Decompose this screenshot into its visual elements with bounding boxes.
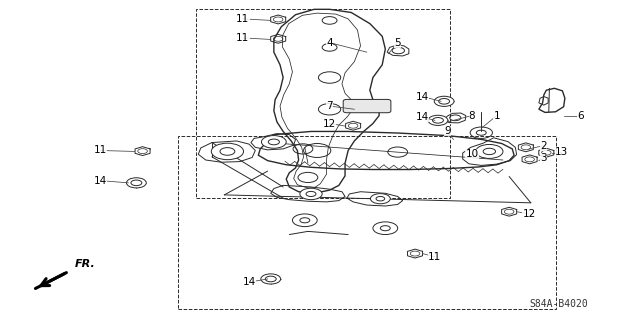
Text: 10: 10: [465, 149, 478, 159]
Text: 1: 1: [493, 111, 500, 121]
Circle shape: [126, 178, 146, 188]
Text: 13: 13: [555, 147, 569, 157]
Text: 14: 14: [416, 92, 429, 101]
Circle shape: [261, 136, 286, 148]
Text: 8: 8: [469, 111, 475, 121]
Text: 4: 4: [327, 38, 333, 48]
Text: 5: 5: [394, 38, 401, 48]
Circle shape: [211, 143, 243, 160]
Text: S84A-B4020: S84A-B4020: [529, 299, 588, 309]
Bar: [197, 9, 450, 198]
Circle shape: [371, 194, 390, 204]
Text: 11: 11: [94, 146, 107, 156]
Text: 12: 12: [323, 118, 337, 129]
Text: 14: 14: [94, 176, 107, 186]
Text: 14: 14: [416, 112, 429, 122]
Text: 14: 14: [243, 277, 256, 287]
Circle shape: [428, 115, 448, 125]
Text: 12: 12: [522, 209, 536, 219]
Bar: [178, 136, 555, 309]
Circle shape: [300, 188, 322, 200]
Text: 11: 11: [236, 33, 249, 43]
Text: 6: 6: [577, 111, 583, 121]
Text: 3: 3: [540, 153, 547, 164]
Text: 9: 9: [444, 126, 450, 136]
Text: 7: 7: [327, 101, 333, 111]
Text: 11: 11: [236, 14, 249, 24]
Text: 2: 2: [540, 141, 547, 151]
Circle shape: [261, 274, 281, 284]
Circle shape: [476, 144, 503, 158]
Text: 11: 11: [428, 252, 442, 262]
FancyBboxPatch shape: [343, 100, 391, 113]
Circle shape: [434, 96, 454, 106]
Text: FR.: FR.: [75, 260, 95, 269]
